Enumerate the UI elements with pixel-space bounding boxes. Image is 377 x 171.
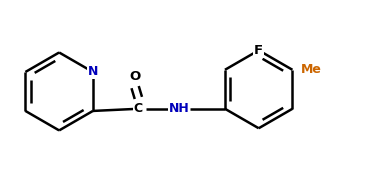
Text: NH: NH [169,102,190,115]
Text: Me: Me [301,63,322,76]
Text: C: C [134,102,143,115]
Text: O: O [129,70,141,83]
Text: F: F [254,44,263,57]
Text: N: N [88,65,98,78]
